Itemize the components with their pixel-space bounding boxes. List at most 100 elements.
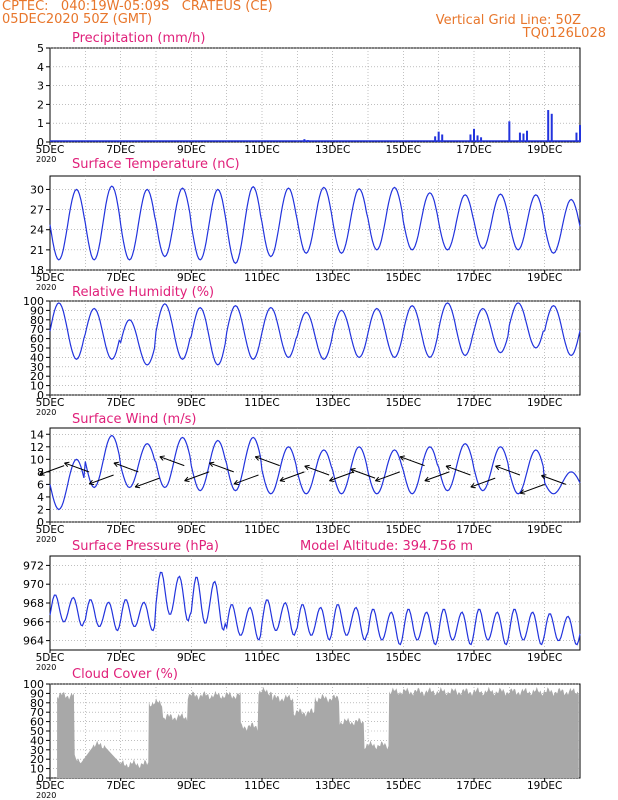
precip-bar xyxy=(469,134,472,142)
x-tick-label: 5DEC xyxy=(36,397,65,409)
wind-vector-head xyxy=(304,464,310,471)
plot-frame xyxy=(49,427,581,523)
y-tick-label: 20 xyxy=(30,370,44,383)
wind-vector-head xyxy=(495,464,501,471)
x-tick-label: 17DEC xyxy=(456,524,491,536)
x-tick-label: 15DEC xyxy=(386,397,421,409)
wind-vector-head xyxy=(113,461,119,468)
precip-bar xyxy=(434,136,437,142)
x-tick-label: 13DEC xyxy=(315,652,350,664)
x-tick-label: 19DEC xyxy=(527,272,562,284)
wind-vector-head xyxy=(184,476,190,483)
wind-vector-head xyxy=(350,467,356,474)
precip-bar xyxy=(518,132,521,142)
wind-vector-head xyxy=(254,455,261,461)
header-grid-note: Vertical Grid Line: 50Z xyxy=(435,13,581,28)
y-tick-label: 80 xyxy=(30,314,44,327)
wind-vector-head xyxy=(445,464,452,471)
precip-bar xyxy=(473,128,475,142)
x-tick-label: 11DEC xyxy=(244,652,279,664)
wind-vector xyxy=(541,475,567,485)
plot-frame xyxy=(49,47,581,143)
x-tick-label: 9DEC xyxy=(177,272,206,284)
y-tick-label: 10 xyxy=(30,453,44,466)
wind-vector xyxy=(329,471,355,482)
wind-vector xyxy=(304,465,330,476)
y-tick-label: 18 xyxy=(30,264,44,277)
year-label: 2020 xyxy=(36,283,56,292)
x-tick-label: 9DEC xyxy=(177,144,206,156)
panel-title: Surface Temperature (nC) xyxy=(72,157,240,172)
wind-vector xyxy=(134,477,160,488)
x-tick-label: 15DEC xyxy=(386,272,421,284)
y-tick-label: 60 xyxy=(30,716,44,729)
y-tick-label: 21 xyxy=(30,244,44,257)
y-tick-label: 4 xyxy=(37,61,44,74)
y-tick-label: 14 xyxy=(30,428,44,441)
header-model-id: TQ0126L028 xyxy=(522,26,606,41)
series-line xyxy=(49,185,581,265)
wind-vector-head xyxy=(134,482,141,489)
x-tick-label: 13DEC xyxy=(315,272,350,284)
wind-vector-head xyxy=(39,470,45,476)
precip-bar xyxy=(480,137,483,142)
wind-vector-head xyxy=(279,476,285,483)
x-tick-label: 15DEC xyxy=(386,652,421,664)
x-tick-label: 17DEC xyxy=(456,652,491,664)
y-tick-label: 10 xyxy=(30,763,44,776)
x-tick-label: 11DEC xyxy=(244,144,279,156)
y-tick-label: 24 xyxy=(30,224,44,237)
y-tick-label: 70 xyxy=(30,323,44,336)
precip-bar xyxy=(575,132,578,142)
y-tick-label: 0 xyxy=(37,516,44,529)
x-tick-label: 19DEC xyxy=(527,780,562,792)
wind-vector xyxy=(89,474,114,485)
x-tick-label: 15DEC xyxy=(386,144,421,156)
x-tick-label: 19DEC xyxy=(527,652,562,664)
x-tick-label: 9DEC xyxy=(177,397,206,409)
y-tick-label: 30 xyxy=(30,361,44,374)
y-tick-label: 100 xyxy=(23,295,44,308)
y-tick-label: 972 xyxy=(23,559,44,572)
header-date: 05DEC2020 50Z (GMT) xyxy=(2,12,153,27)
series-line xyxy=(49,434,581,511)
wind-vector-head xyxy=(233,479,240,486)
panel-0: 0 1 2 3 4 5 5DEC 7DEC 9DEC 11DEC 13DEC 15DEC 17DEC 19… xyxy=(36,31,581,164)
y-tick-label: 3 xyxy=(37,80,44,93)
y-tick-label: 1 xyxy=(37,117,44,130)
x-tick-label: 19DEC xyxy=(527,524,562,536)
x-tick-label: 9DEC xyxy=(177,524,206,536)
x-tick-label: 15DEC xyxy=(386,780,421,792)
precip-bar xyxy=(526,130,528,142)
x-tick-label: 11DEC xyxy=(244,397,279,409)
y-tick-label: 2 xyxy=(37,503,44,516)
y-tick-label: 964 xyxy=(23,635,44,648)
y-tick-label: 50 xyxy=(30,725,44,738)
series-line xyxy=(49,571,581,646)
precip-bar xyxy=(437,131,440,142)
y-tick-label: 27 xyxy=(30,204,44,217)
y-tick-label: 0 xyxy=(37,389,44,402)
x-tick-label: 13DEC xyxy=(315,397,350,409)
y-tick-label: 40 xyxy=(30,734,44,747)
y-tick-label: 10 xyxy=(30,380,44,393)
cloud-cover-area xyxy=(57,686,579,778)
wind-vector xyxy=(470,477,496,488)
y-tick-label: 40 xyxy=(30,351,44,364)
wind-vector xyxy=(209,462,234,473)
wind-vector-head xyxy=(375,476,381,483)
wind-vector xyxy=(113,462,139,473)
panel-title: Surface Pressure (hPa) xyxy=(72,539,219,554)
wind-vector-head xyxy=(159,455,165,461)
x-tick-label: 17DEC xyxy=(456,272,491,284)
y-tick-label: 60 xyxy=(30,333,44,346)
wind-vector-head xyxy=(424,476,430,483)
x-tick-label: 15DEC xyxy=(386,524,421,536)
y-tick-label: 8 xyxy=(37,466,44,479)
y-tick-label: 80 xyxy=(30,697,44,710)
wind-vector-head xyxy=(88,479,95,486)
wind-vector xyxy=(350,468,376,479)
